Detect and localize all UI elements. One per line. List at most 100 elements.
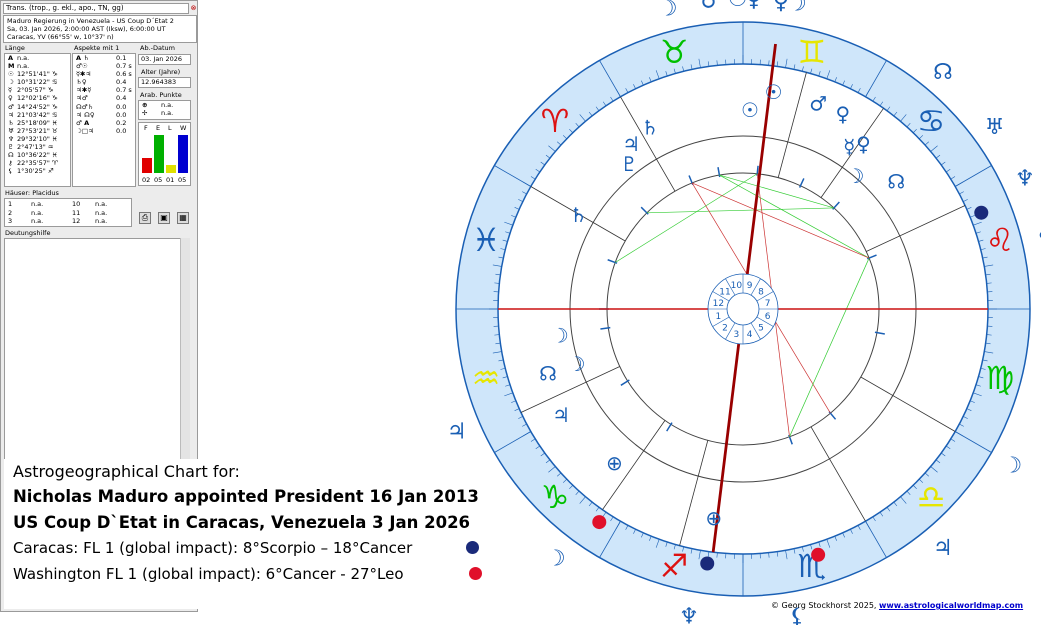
location-markers bbox=[592, 205, 989, 571]
house-number: 9 bbox=[747, 281, 753, 291]
degree-tick bbox=[500, 248, 506, 251]
planet-glyph: A bbox=[8, 54, 14, 62]
age-label: Alter (Jahre) bbox=[141, 68, 181, 76]
degree-tick bbox=[569, 128, 574, 133]
degree-tick bbox=[973, 392, 982, 397]
list-item: ⚷ 22°35'57" ♈ bbox=[5, 159, 70, 167]
chart-title-field[interactable]: Trans. (trop., g. ekl., apo., TN, gg) bbox=[3, 3, 189, 14]
element-value: 05 bbox=[154, 176, 163, 184]
longitude-value: 2°47'13" ♒ bbox=[17, 143, 54, 152]
degree-tick bbox=[545, 154, 551, 159]
caracas-marker bbox=[700, 556, 715, 571]
age-field[interactable]: 12.964383 bbox=[138, 77, 191, 88]
house-value: n.a. bbox=[31, 217, 44, 225]
zodiac-sign-glyph: ♊ bbox=[798, 33, 827, 71]
degree-tick bbox=[776, 551, 779, 557]
outer-planet-glyph: ♆ bbox=[679, 604, 699, 625]
close-icon[interactable]: ⊗ bbox=[190, 4, 197, 12]
degree-tick bbox=[959, 423, 964, 427]
degree-tick bbox=[498, 359, 504, 362]
inner-planet-glyph: ☽ bbox=[568, 352, 586, 376]
house-divider bbox=[712, 291, 730, 302]
sign-divider bbox=[599, 520, 621, 558]
degree-tick bbox=[504, 392, 513, 397]
house-cusp-line bbox=[620, 96, 676, 192]
inner-planet-glyph: ☉ bbox=[741, 98, 759, 122]
house-divider bbox=[725, 278, 736, 296]
table-icon[interactable]: ▦ bbox=[177, 212, 189, 224]
outer-planet-glyph: ♃ bbox=[447, 420, 467, 445]
inner-planet-glyph: ☉ bbox=[765, 80, 783, 104]
degree-tick bbox=[872, 96, 876, 102]
degree-tick bbox=[935, 154, 941, 159]
degree-tick bbox=[857, 525, 861, 530]
planet-glyph: ♀ bbox=[8, 94, 13, 103]
aspect-orb: 0.0 bbox=[116, 102, 127, 111]
interpretation-text-area[interactable] bbox=[4, 238, 190, 460]
aspect-pair: ♃✱☿ bbox=[76, 86, 92, 95]
degree-tick bbox=[801, 66, 804, 72]
degree-tick bbox=[950, 176, 956, 180]
degree-tick bbox=[530, 176, 536, 180]
degree-tick bbox=[945, 445, 951, 450]
houses-label: Häuser: Placidus bbox=[5, 189, 59, 197]
houses-list[interactable]: 1 n.a. 10 n.a. 2 n.a. 11 n.a. 3 n.a. 12 n.a. bbox=[4, 198, 132, 227]
aspects-label: Aspekte mit 1 bbox=[74, 44, 120, 52]
longitude-value: 10°36'22" ♓ bbox=[17, 151, 58, 160]
degree-tick bbox=[698, 58, 701, 68]
degree-tick bbox=[575, 490, 580, 495]
degree-tick bbox=[615, 88, 621, 97]
aspect-rows: A ♄ 0.1 ♂☉ 0.7 s ☿✱♃ 0.6 s ♄♀ 0.4 ♃✱☿ 0.7 s ♃♂ 0.4 ☊… bbox=[73, 54, 135, 135]
interpretation-scrollbar[interactable] bbox=[180, 238, 190, 460]
zodiac-sign-glyph: ♌ bbox=[986, 221, 1015, 259]
house-divider bbox=[756, 291, 774, 302]
aspects-list[interactable]: A ♄ 0.1 ♂☉ 0.7 s ☿✱♃ 0.6 s ♄♀ 0.4 ♃✱☿ 0.7 s ♃♂ 0.4 ☊… bbox=[72, 53, 136, 187]
list-item: ☊♂♄ 0.0 bbox=[73, 103, 135, 111]
house-number: 6 bbox=[765, 312, 771, 322]
reference-date-label: Ab.-Datum bbox=[140, 44, 175, 52]
caracas-marker-dot bbox=[466, 541, 479, 554]
longitude-value: 22°35'57" ♈ bbox=[17, 159, 58, 168]
aspect-line bbox=[615, 173, 758, 263]
arabic-points-list[interactable]: ⊕ n.a. ✢ n.a. bbox=[138, 100, 191, 120]
inner-planet-glyph: ☊ bbox=[539, 361, 557, 385]
degree-tick bbox=[522, 181, 531, 187]
degree-tick bbox=[562, 478, 567, 483]
legend-event-1: Nicholas Maduro appointed President 16 J… bbox=[13, 487, 479, 506]
arabic-point-glyph: ✢ bbox=[142, 109, 148, 118]
inner-planet-glyph: ♂ bbox=[809, 91, 827, 115]
zodiac-sign-glyph: ♒ bbox=[472, 359, 501, 397]
degree-tick bbox=[963, 199, 968, 202]
degree-tick bbox=[602, 511, 607, 517]
aspect-orb: 0.4 bbox=[116, 78, 127, 87]
sign-divider bbox=[865, 60, 887, 98]
print-icon[interactable]: ⎙ bbox=[139, 212, 151, 224]
element-bar bbox=[166, 165, 176, 173]
planet-glyph: ♂ bbox=[8, 102, 14, 111]
degree-tick bbox=[502, 376, 508, 379]
list-item: ♃ 21°03'42" ♋ bbox=[5, 111, 70, 119]
planet-glyph: ♇ bbox=[8, 143, 14, 152]
house-ring bbox=[569, 135, 917, 483]
list-item: ☊ 10°36'22" ♓ bbox=[5, 151, 70, 159]
degree-tick bbox=[980, 367, 986, 370]
degree-tick bbox=[893, 501, 898, 507]
website-link[interactable]: www.astrologicalworldmap.com bbox=[879, 601, 1024, 610]
washington-marker bbox=[592, 515, 607, 530]
arabic-point-value: n.a. bbox=[161, 101, 174, 109]
planet-glyph: ♆ bbox=[8, 134, 14, 143]
degree-tick bbox=[575, 123, 580, 128]
degree-tick bbox=[649, 536, 652, 541]
outer-planet-glyph: ♆ bbox=[1015, 167, 1035, 192]
degree-tick bbox=[912, 128, 917, 133]
house-number: 1 bbox=[716, 312, 722, 322]
reference-date-field[interactable]: 03. Jan 2026 bbox=[138, 54, 191, 65]
save-icon[interactable]: ▣ bbox=[158, 212, 170, 224]
degree-tick bbox=[810, 544, 813, 550]
longitude-value: n.a. bbox=[17, 62, 30, 71]
arabic-point-glyph: ⊕ bbox=[142, 101, 148, 109]
aspect-line bbox=[691, 182, 831, 414]
inner-planet-glyph: ☽ bbox=[551, 324, 569, 348]
